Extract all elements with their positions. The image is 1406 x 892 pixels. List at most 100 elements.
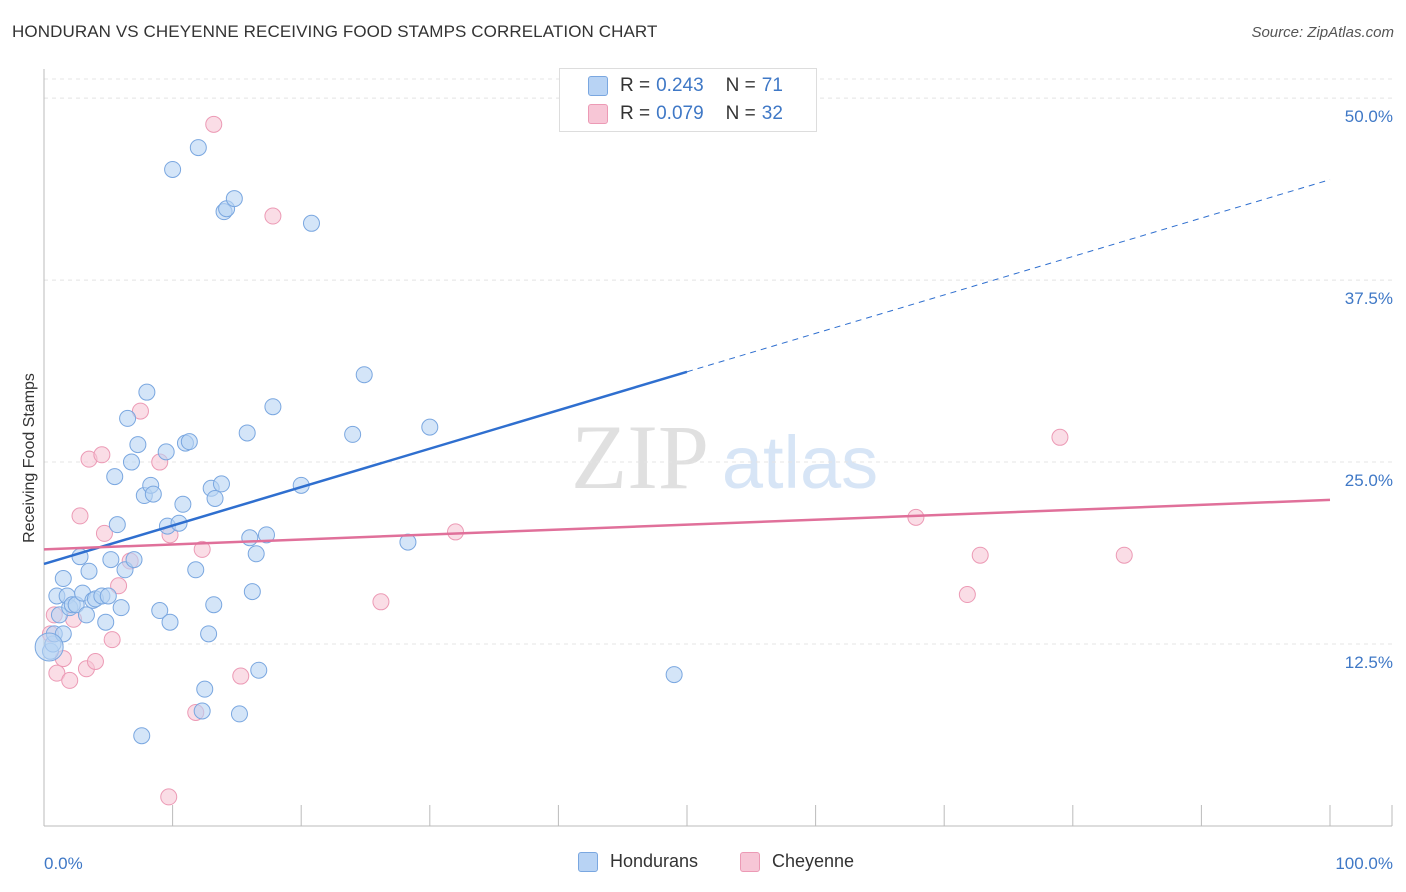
hondurans-point bbox=[187, 561, 205, 579]
cheyenne-point bbox=[958, 586, 976, 604]
r-value: 0.243 bbox=[656, 75, 704, 96]
hondurans-point bbox=[264, 398, 282, 416]
r-label: R = bbox=[620, 103, 651, 124]
legend-item-cheyenne[interactable]: Cheyenne bbox=[740, 851, 854, 872]
hondurans-point bbox=[196, 680, 214, 698]
hondurans-point bbox=[161, 613, 179, 631]
cheyenne-point bbox=[205, 115, 223, 133]
x-tick-label-min: 0.0% bbox=[44, 854, 83, 873]
hondurans-point bbox=[243, 583, 261, 601]
y-tick-label: 12.5% bbox=[1345, 653, 1393, 672]
hondurans-point bbox=[200, 625, 218, 643]
hondurans-point bbox=[250, 661, 268, 679]
cheyenne-point bbox=[264, 207, 282, 225]
hondurans-trend-extension bbox=[686, 179, 1331, 373]
hondurans-point bbox=[399, 533, 417, 551]
correlation-legend: R = 0.243 N = 71 R = 0.079 N = 32 bbox=[559, 68, 817, 132]
watermark-zip: ZIP bbox=[571, 406, 709, 508]
legend-row-cheyenne: R = 0.079 N = 32 bbox=[560, 100, 783, 128]
hondurans-point bbox=[125, 551, 143, 569]
hondurans-point bbox=[205, 596, 223, 614]
cheyenne-point bbox=[193, 540, 211, 558]
hondurans-point bbox=[34, 632, 64, 662]
hondurans-point bbox=[355, 366, 373, 384]
legend-row-hondurans: R = 0.243 N = 71 bbox=[560, 72, 783, 100]
hondurans-point bbox=[133, 727, 151, 745]
hondurans-points bbox=[34, 139, 683, 745]
n-value: 32 bbox=[761, 103, 783, 124]
cheyenne-point bbox=[1051, 428, 1069, 446]
hondurans-point bbox=[174, 495, 192, 513]
cheyenne-point bbox=[95, 524, 113, 542]
hondurans-point bbox=[206, 489, 224, 507]
hondurans-point bbox=[193, 702, 211, 720]
hondurans-point bbox=[119, 409, 137, 427]
hondurans-swatch bbox=[588, 76, 608, 96]
cheyenne-swatch bbox=[588, 104, 608, 124]
hondurans-point bbox=[129, 436, 147, 454]
cheyenne-point bbox=[971, 546, 989, 564]
cheyenne-point bbox=[71, 507, 89, 525]
cheyenne-legend-swatch bbox=[740, 851, 760, 872]
hondurans-point bbox=[164, 160, 182, 178]
hondurans-point bbox=[344, 425, 362, 443]
r-label: R = bbox=[620, 75, 651, 96]
cheyenne-point bbox=[160, 788, 178, 806]
cheyenne-point bbox=[372, 593, 390, 611]
legend-item-hondurans[interactable]: Hondurans bbox=[578, 851, 698, 872]
y-tick-label: 37.5% bbox=[1345, 289, 1393, 308]
hondurans-point bbox=[77, 606, 95, 624]
trend-lines bbox=[43, 179, 1331, 566]
hondurans-point bbox=[151, 602, 169, 620]
hondurans-point bbox=[97, 613, 115, 631]
source-label: Source: ZipAtlas.com bbox=[1251, 24, 1394, 41]
hondurans-point bbox=[212, 475, 230, 493]
cheyenne-point bbox=[447, 523, 465, 541]
hondurans-point bbox=[257, 526, 275, 544]
hondurans-point bbox=[80, 562, 98, 580]
cheyenne-points bbox=[41, 89, 1133, 806]
chart-title: HONDURAN VS CHEYENNE RECEIVING FOOD STAM… bbox=[12, 22, 658, 41]
hondurans-point bbox=[189, 139, 207, 157]
hondurans-point bbox=[138, 383, 156, 401]
hondurans-point bbox=[112, 599, 130, 617]
y-tick-label: 50.0% bbox=[1345, 107, 1393, 126]
hondurans-point bbox=[238, 424, 256, 442]
cheyenne-point bbox=[907, 508, 925, 526]
n-label: N = bbox=[725, 75, 756, 96]
cheyenne-point bbox=[110, 577, 128, 595]
hondurans-point bbox=[665, 666, 683, 684]
r-value: 0.079 bbox=[656, 103, 704, 124]
hondurans-point bbox=[247, 545, 265, 563]
hondurans-point bbox=[421, 418, 439, 436]
x-tick-label-max: 100.0% bbox=[1335, 854, 1393, 873]
hondurans-point bbox=[180, 433, 198, 451]
hondurans-point bbox=[122, 453, 140, 471]
hondurans-point bbox=[302, 214, 320, 232]
hondurans-point bbox=[106, 468, 124, 486]
hondurans-legend-label: Hondurans bbox=[610, 851, 699, 871]
n-value: 71 bbox=[761, 75, 783, 96]
axes bbox=[43, 69, 1393, 827]
gridlines bbox=[44, 78, 1392, 645]
cheyenne-point bbox=[1115, 546, 1133, 564]
hondurans-point bbox=[230, 705, 248, 723]
hondurans-point bbox=[108, 516, 126, 534]
cheyenne-legend-label: Cheyenne bbox=[772, 851, 855, 871]
hondurans-point bbox=[225, 190, 243, 208]
hondurans-point bbox=[99, 587, 117, 605]
hondurans-point bbox=[157, 443, 175, 461]
n-label: N = bbox=[725, 103, 756, 124]
tick-labels: 12.5% 25.0% 37.5% 50.0% 0.0% 100.0% bbox=[44, 107, 1393, 873]
hondurans-legend-swatch bbox=[578, 851, 598, 872]
hondurans-point bbox=[241, 529, 259, 547]
hondurans-point bbox=[54, 570, 72, 588]
cheyenne-trend-line bbox=[43, 498, 1331, 551]
cheyenne-point bbox=[61, 671, 79, 689]
hondurans-point bbox=[144, 485, 162, 503]
cheyenne-point bbox=[103, 631, 121, 649]
hondurans-trend-line bbox=[43, 370, 688, 566]
cheyenne-point bbox=[48, 664, 66, 682]
cheyenne-point bbox=[86, 652, 104, 670]
